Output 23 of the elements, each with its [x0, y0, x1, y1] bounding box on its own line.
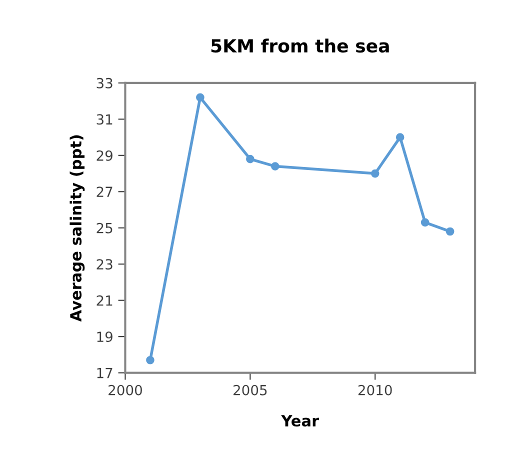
x-tick-label: 2010 [358, 384, 392, 396]
chart-title: 5KM from the sea [211, 38, 389, 53]
x-tick-label: 2000 [108, 384, 142, 396]
point [246, 154, 254, 164]
y-tick-label: 27 [96, 186, 112, 197]
point [420, 218, 430, 227]
y-tick-label: 23 [96, 259, 112, 270]
y-tick-label: 33 [96, 78, 112, 88]
y-tick-label: 29 [96, 150, 112, 161]
y-tick-label: 21 [96, 295, 112, 306]
y-tick-label: 31 [96, 114, 112, 125]
point [270, 162, 280, 170]
y-tick-label: 19 [97, 332, 112, 342]
y-tick-label: 25 [96, 222, 112, 234]
y-axis-title: Average salinity (ppt) [70, 135, 85, 322]
x-axis-title: Year [281, 415, 320, 427]
point [396, 133, 404, 142]
x-tick-label: 2005 [234, 384, 267, 396]
point [370, 169, 380, 178]
point [446, 227, 454, 236]
point [146, 356, 154, 364]
point [196, 93, 204, 102]
y-tick-label: 17 [97, 368, 112, 378]
